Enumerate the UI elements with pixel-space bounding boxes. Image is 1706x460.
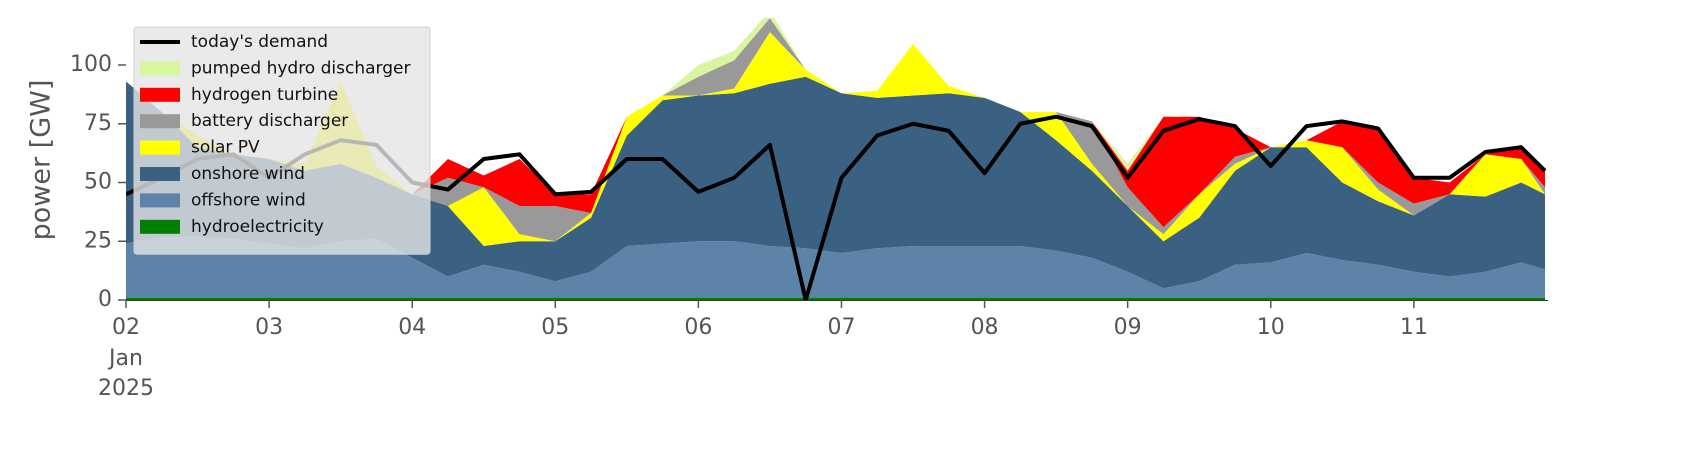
legend-swatch: [140, 87, 180, 102]
legend-label: battery discharger: [191, 111, 348, 131]
x-tick-label: 02: [112, 315, 140, 340]
legend-label: today's demand: [191, 32, 328, 52]
x-tick-label: 07: [827, 315, 855, 340]
legend-label: solar PV: [191, 138, 260, 158]
legend-swatch: [140, 114, 180, 129]
legend: today's demand pumped hydro discharger hyd…: [133, 26, 431, 255]
area: [126, 18, 1546, 228]
y-tick-label: 100: [70, 52, 112, 77]
legend-label: onshore wind: [191, 164, 305, 184]
y-tick-label: 75: [84, 111, 112, 136]
area: [126, 236, 1546, 298]
x-tick-label: 10: [1257, 315, 1285, 340]
x-tick-label: 06: [684, 315, 712, 340]
area: [126, 32, 1546, 246]
y-tick-label: 0: [98, 287, 112, 312]
legend-label: pumped hydro discharger: [191, 58, 410, 78]
legend-swatch: [140, 140, 180, 155]
legend-label: hydroelectricity: [191, 217, 324, 237]
x-sublabel: Jan: [107, 346, 143, 371]
area: [126, 76, 1546, 289]
legend-swatch: [140, 219, 180, 234]
area: [126, 297, 1546, 300]
legend-label: offshore wind: [191, 190, 306, 210]
legend-swatch: [140, 167, 180, 181]
x-tick-label: 03: [255, 315, 283, 340]
x-tick-label: 04: [398, 315, 426, 340]
y-axis-label: power [GW]: [26, 80, 57, 241]
y-tick-label: 25: [84, 228, 112, 253]
x-tick-label: 11: [1400, 315, 1428, 340]
legend-swatch: [140, 193, 180, 208]
y-tick-label: 50: [84, 170, 112, 195]
x-tick-label: 05: [541, 315, 569, 340]
x-tick-label: 08: [971, 315, 999, 340]
legend-box: [133, 26, 431, 255]
x-tick-label: 09: [1114, 315, 1142, 340]
legend-swatch: [140, 61, 180, 76]
x-sublabel: 2025: [98, 376, 154, 401]
legend-label: hydrogen turbine: [191, 85, 338, 105]
axes: 0 25 50 75 100 02 03 04 05 06 07 08 09 10 11 Jan 2025: [70, 52, 1548, 401]
